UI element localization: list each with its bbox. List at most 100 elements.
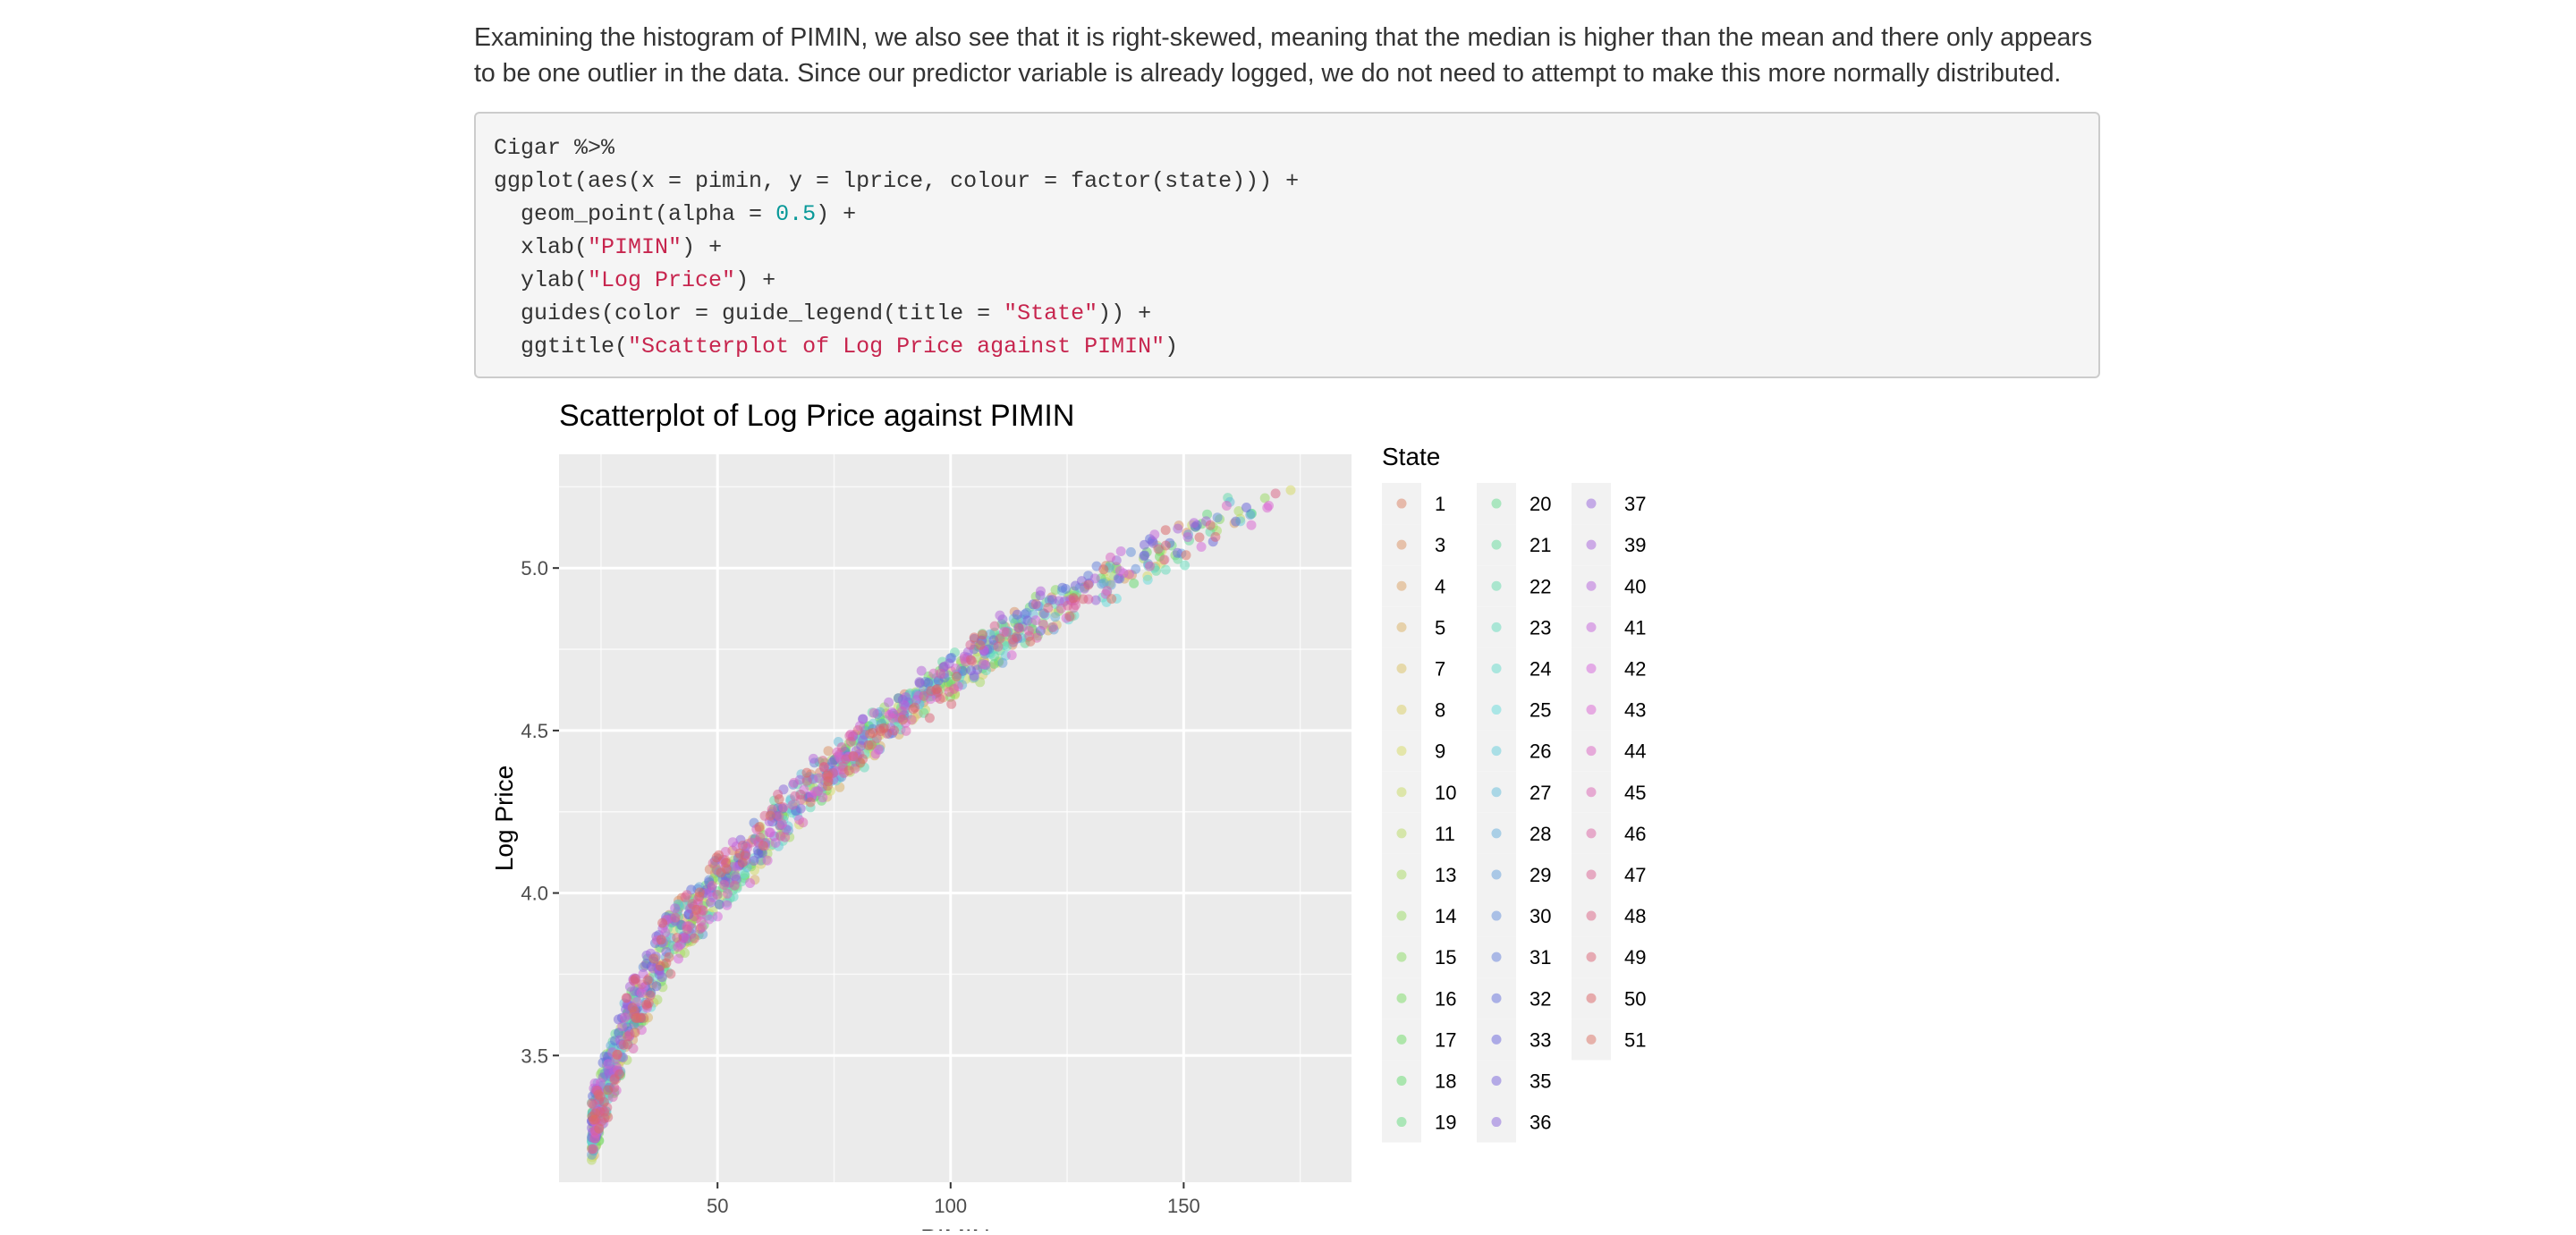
scatter-point	[612, 1049, 623, 1060]
scatter-point	[642, 975, 653, 985]
scatter-point	[598, 1096, 609, 1107]
scatter-point	[801, 767, 812, 778]
x-tick-label: 50	[707, 1195, 728, 1217]
legend-key-point	[1396, 580, 1407, 591]
scatter-point	[595, 1078, 606, 1088]
legend-label: 36	[1530, 1112, 1551, 1134]
scatter-point	[1114, 566, 1125, 576]
scatter-point	[787, 799, 798, 810]
scatter-point	[843, 766, 854, 776]
scatter-point	[1160, 525, 1171, 536]
legend-label: 21	[1530, 534, 1551, 556]
scatter-point	[1089, 573, 1100, 584]
scatter-point	[1159, 554, 1170, 565]
scatter-point	[1014, 623, 1024, 634]
scatter-point	[689, 933, 699, 943]
scatter-point	[722, 900, 733, 910]
legend-key-point	[1396, 498, 1407, 509]
scatter-point	[762, 855, 773, 866]
legend-key-point	[1396, 910, 1407, 921]
scatter-point	[965, 639, 976, 650]
legend-key-point	[1396, 1117, 1407, 1128]
scatter-point	[755, 832, 766, 842]
code-text: Cigar %>% ggplot(aes(x = pimin, y = lpric…	[494, 131, 1299, 363]
scatter-point	[734, 848, 745, 859]
scatter-point	[798, 817, 809, 828]
legend-label: 8	[1435, 699, 1445, 722]
legend-label: 39	[1624, 534, 1646, 556]
scatter-point	[1142, 574, 1153, 585]
scatter-point	[852, 725, 863, 735]
scatter-point	[1153, 544, 1164, 554]
legend-key-point	[1586, 1034, 1597, 1045]
legend-key-point	[1491, 1075, 1502, 1086]
scatter-point	[969, 632, 979, 643]
scatter-point	[630, 974, 640, 985]
legend-key-point	[1491, 1117, 1502, 1128]
scatter-point	[801, 775, 812, 786]
body-paragraph: Examining the histogram of PIMIN, we als…	[474, 23, 2093, 88]
legend-label: 47	[1624, 864, 1646, 886]
scatter-point	[1083, 579, 1094, 590]
scatter-point	[620, 1012, 630, 1023]
scatter-point	[919, 690, 929, 701]
scatter-point	[774, 811, 784, 822]
scatter-point	[823, 746, 834, 757]
legend-label: 49	[1624, 946, 1646, 969]
legend-label: 10	[1435, 782, 1456, 804]
legend-key-point	[1491, 787, 1502, 798]
scatter-point	[997, 657, 1008, 668]
scatter-point	[652, 994, 663, 1005]
legend-label: 51	[1624, 1028, 1646, 1051]
scatter-points-group	[587, 485, 1296, 1165]
code-block: Cigar %>% ggplot(aes(x = pimin, y = lpric…	[474, 112, 2100, 378]
y-tick-label: 4.0	[521, 883, 548, 905]
scatter-point	[722, 888, 733, 899]
scatter-point	[672, 933, 682, 943]
y-tick-label: 3.5	[521, 1045, 548, 1067]
scatter-point	[641, 999, 652, 1010]
scatter-point	[1129, 578, 1140, 588]
scatter-point	[716, 867, 726, 878]
scatter-point	[814, 773, 825, 783]
scatter-point	[607, 1092, 618, 1103]
scatter-point	[916, 665, 927, 676]
legend-key-point	[1586, 580, 1597, 591]
scatter-point	[1068, 593, 1079, 604]
legend-label: 31	[1530, 946, 1551, 969]
code-line: guides(color = guide_legend(title = "Sta…	[494, 297, 1299, 330]
scatter-point	[764, 827, 775, 838]
scatter-point	[1264, 501, 1274, 511]
legend-label: 17	[1435, 1028, 1456, 1051]
scatter-point	[865, 729, 876, 740]
scatter-point	[897, 715, 908, 725]
code-number: 0.5	[775, 201, 817, 227]
code-string: "Scatterplot of Log Price against PIMIN"	[628, 334, 1165, 360]
scatter-point	[691, 904, 701, 915]
scatter-point	[674, 953, 683, 964]
scatter-point	[989, 621, 1000, 631]
code-token: xlab(	[494, 234, 589, 260]
scatter-point	[645, 990, 656, 1001]
code-token: ggtitle(	[494, 334, 629, 360]
scatter-point	[869, 707, 879, 718]
scatter-point	[745, 878, 756, 888]
legend-label: 44	[1624, 740, 1646, 763]
code-string: "Log Price"	[588, 267, 736, 293]
legend-key-point	[1586, 705, 1597, 715]
legend-label: 15	[1435, 946, 1456, 969]
scatter-point	[855, 757, 866, 768]
scatter-point	[1196, 542, 1207, 552]
scatter-point	[679, 933, 690, 943]
scatter-point	[1050, 612, 1061, 622]
legend-label: 41	[1624, 616, 1646, 639]
scatter-point	[1098, 564, 1109, 575]
scatter-point	[1246, 520, 1257, 530]
scatter-point	[603, 1085, 614, 1095]
scatter-point	[978, 659, 988, 670]
scatter-point	[1181, 550, 1191, 561]
scatter-point	[631, 1013, 642, 1023]
scatter-point	[805, 797, 816, 808]
legend-label: 46	[1624, 823, 1646, 845]
scatter-point	[901, 692, 911, 703]
